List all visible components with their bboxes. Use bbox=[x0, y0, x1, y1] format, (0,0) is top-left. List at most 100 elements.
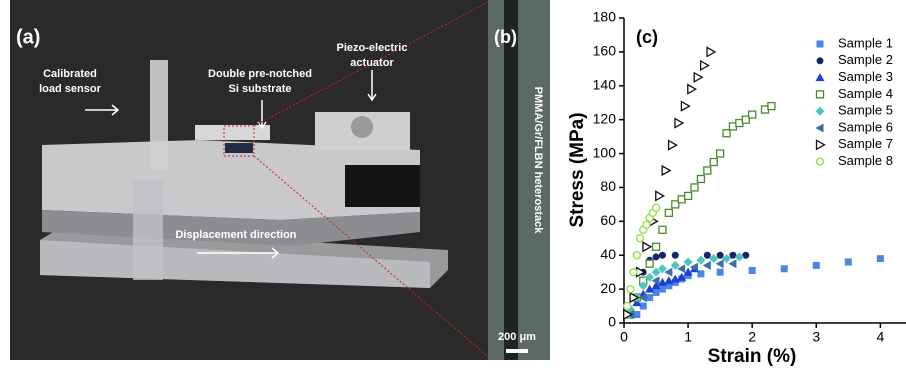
marker bbox=[632, 298, 642, 307]
marker bbox=[651, 242, 661, 251]
legend-label: Sample 8 bbox=[838, 153, 893, 168]
marker bbox=[812, 261, 820, 269]
marker bbox=[734, 252, 744, 262]
caption: PMMA/Gr/FLBN heterostack bbox=[532, 87, 544, 235]
chart: (c) Strain (%) Stress (MPa) 020406080100… bbox=[567, 9, 906, 367]
marker bbox=[693, 71, 704, 83]
legend-marker bbox=[815, 123, 824, 133]
y-tick-label: 20 bbox=[600, 280, 616, 296]
marker bbox=[629, 268, 638, 277]
marker bbox=[715, 149, 725, 158]
marker bbox=[635, 234, 645, 243]
marker bbox=[658, 285, 666, 293]
marker bbox=[674, 117, 685, 129]
legend-marker bbox=[815, 90, 825, 99]
marker bbox=[683, 257, 693, 267]
marker bbox=[651, 276, 660, 286]
marker bbox=[645, 259, 654, 268]
x-tick-label: 3 bbox=[812, 329, 820, 345]
marker bbox=[748, 110, 757, 119]
marker bbox=[706, 46, 717, 58]
marker bbox=[741, 115, 750, 124]
marker bbox=[702, 260, 711, 270]
marker bbox=[699, 59, 710, 72]
marker bbox=[657, 264, 667, 274]
y-tick-label: 100 bbox=[593, 144, 617, 160]
y-tick-label: 80 bbox=[600, 178, 616, 194]
marker bbox=[696, 255, 706, 265]
marker bbox=[658, 225, 667, 234]
marker bbox=[709, 157, 718, 167]
micrograph bbox=[488, 0, 550, 360]
marker bbox=[690, 183, 699, 192]
y-tick-label: 180 bbox=[593, 9, 617, 25]
marker bbox=[646, 294, 654, 302]
legend-label: Sample 4 bbox=[838, 86, 893, 101]
annotation: Si substrate bbox=[229, 83, 292, 95]
marker bbox=[665, 282, 673, 290]
photo bbox=[10, 0, 493, 361]
marker bbox=[696, 174, 706, 184]
marker bbox=[728, 259, 737, 269]
legend-marker bbox=[816, 40, 824, 48]
y-tick-label: 120 bbox=[593, 110, 617, 126]
x-tick-label: 2 bbox=[748, 329, 756, 345]
legend-marker bbox=[816, 57, 824, 65]
marker bbox=[703, 251, 711, 259]
marker bbox=[722, 254, 732, 264]
y-axis-label: Stress (MPa) bbox=[567, 112, 588, 227]
marker bbox=[632, 251, 641, 260]
y-tick-label: 0 bbox=[608, 314, 616, 330]
marker bbox=[629, 291, 640, 304]
annotation: actuator bbox=[350, 57, 394, 69]
marker bbox=[639, 302, 647, 310]
marker bbox=[680, 100, 691, 112]
marker bbox=[683, 191, 693, 201]
legend-label: Sample 5 bbox=[838, 103, 893, 118]
marker bbox=[683, 267, 693, 276]
marker bbox=[709, 254, 719, 264]
y-tick-label: 140 bbox=[593, 76, 617, 92]
y-tick-label: 60 bbox=[600, 212, 616, 228]
marker bbox=[748, 266, 756, 274]
panel-label: (a) bbox=[16, 26, 40, 48]
annotation: Piezo-electric bbox=[337, 42, 408, 54]
marker bbox=[716, 268, 724, 276]
micrograph-stripe bbox=[504, 0, 518, 360]
marker bbox=[651, 267, 661, 277]
y-tick-label: 160 bbox=[593, 43, 617, 59]
marker bbox=[651, 281, 661, 290]
legend-label: Sample 7 bbox=[838, 136, 893, 151]
panel-label: (c) bbox=[636, 27, 658, 47]
legend-label: Sample 1 bbox=[838, 35, 893, 50]
legend-label: Sample 6 bbox=[838, 119, 893, 134]
marker bbox=[651, 203, 661, 212]
marker bbox=[729, 251, 737, 259]
marker bbox=[623, 301, 632, 311]
marker bbox=[742, 251, 750, 259]
annotation: Double pre-notched bbox=[208, 68, 312, 80]
legend-label: Sample 2 bbox=[838, 52, 893, 67]
scale-bar bbox=[506, 349, 528, 353]
marker bbox=[661, 164, 672, 177]
marker bbox=[690, 262, 698, 272]
y-tick-label: 40 bbox=[600, 246, 616, 262]
legend-marker bbox=[815, 139, 826, 151]
x-tick-label: 4 bbox=[876, 329, 884, 345]
marker bbox=[638, 293, 647, 303]
marker bbox=[658, 251, 666, 259]
annotation: load sensor bbox=[39, 83, 101, 95]
marker bbox=[645, 272, 655, 282]
marker bbox=[633, 311, 641, 319]
marker bbox=[664, 208, 674, 218]
x-tick-label: 0 bbox=[620, 329, 628, 345]
marker bbox=[652, 289, 660, 296]
marker bbox=[626, 284, 635, 294]
marker bbox=[677, 272, 687, 281]
marker bbox=[664, 267, 673, 277]
marker bbox=[677, 264, 686, 274]
x-tick-label: 1 bbox=[684, 329, 692, 345]
annotation: Calibrated bbox=[43, 68, 97, 80]
legend-label: Sample 3 bbox=[838, 69, 893, 84]
